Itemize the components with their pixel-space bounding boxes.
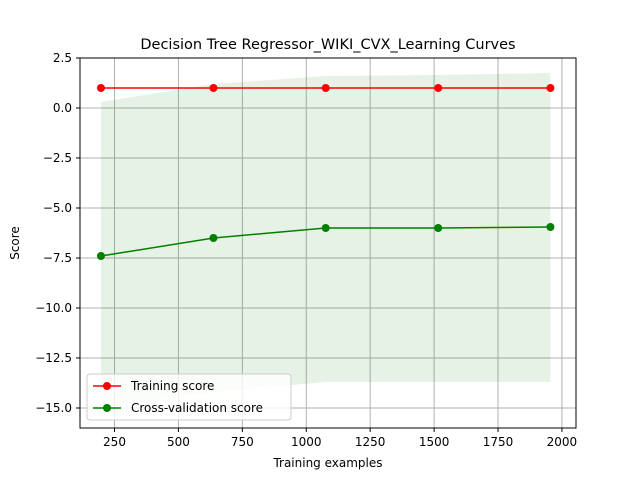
cv-score-point (321, 224, 330, 232)
x-tick-label: 500 (167, 435, 190, 449)
y-tick-label: −12.5 (35, 351, 72, 365)
x-tick-label: 1750 (483, 435, 514, 449)
legend-training-marker (103, 382, 111, 390)
x-tick-label: 750 (231, 435, 254, 449)
grid-lines (80, 57, 576, 428)
y-tick-label: 2.5 (53, 51, 72, 65)
training-score-point (434, 84, 443, 92)
y-tick-label: −7.5 (43, 251, 72, 265)
legend: Training score Cross-validation score (86, 373, 292, 421)
y-tick-label: −15.0 (35, 401, 72, 415)
cv-score-point (434, 224, 443, 232)
x-axis-label: Training examples (272, 456, 382, 470)
legend-training-label: Training score (130, 379, 214, 393)
cv-score-band (100, 73, 551, 408)
x-axis-ticks: 250 500 750 1000 1250 1500 1750 2000 (103, 428, 577, 449)
y-tick-label: −5.0 (43, 201, 72, 215)
y-axis-ticks: 2.5 0.0 −2.5 −5.0 −7.5 −10.0 −12.5 −15.0 (35, 51, 80, 415)
training-score-point (546, 84, 555, 92)
y-tick-label: 0.0 (53, 101, 72, 115)
x-tick-label: 1250 (355, 435, 386, 449)
x-tick-label: 1500 (419, 435, 450, 449)
training-score-point (96, 84, 105, 92)
series-points (96, 84, 555, 260)
y-tick-label: −2.5 (43, 151, 72, 165)
cv-score-point (209, 234, 218, 242)
plot-frame (79, 57, 577, 429)
legend-cv-label: Cross-validation score (131, 401, 263, 415)
legend-box (86, 373, 292, 421)
x-tick-label: 250 (103, 435, 126, 449)
cv-score-point (96, 252, 105, 260)
x-tick-label: 1000 (291, 435, 322, 449)
legend-cv-marker (103, 404, 111, 412)
x-tick-label: 2000 (547, 435, 578, 449)
chart-title: Decision Tree Regressor_WIKI_CVX_Learnin… (140, 37, 515, 53)
training-score-point (321, 84, 330, 92)
score-bands (100, 73, 551, 408)
cv-score-point (546, 223, 555, 231)
training-score-point (209, 84, 218, 92)
y-tick-label: −10.0 (35, 301, 72, 315)
y-axis-label: Score (8, 226, 22, 260)
